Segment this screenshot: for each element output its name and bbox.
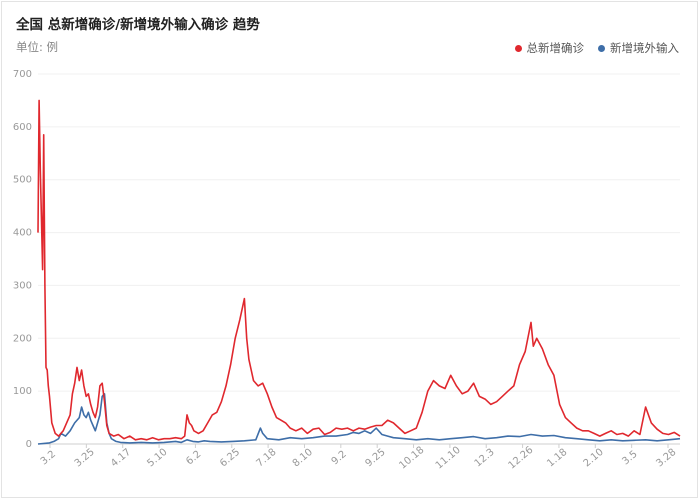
y-tick-label: 0 — [26, 439, 32, 450]
legend-dot-total — [514, 44, 522, 52]
y-tick-label: 400 — [13, 228, 32, 239]
x-tick-label: 6.2 — [184, 449, 203, 468]
legend: 总新增确诊 新增境外输入 — [514, 40, 679, 56]
x-tick-label: 12.3 — [473, 447, 497, 470]
y-tick-label: 100 — [13, 386, 32, 397]
x-tick-label: 9.2 — [330, 449, 349, 468]
chart-title: 全国 总新增确诊/新增境外输入确诊 趋势 — [16, 17, 260, 33]
y-tick-label: 500 — [13, 175, 32, 186]
x-tick-label: 3.5 — [620, 449, 639, 468]
legend-item-total[interactable]: 总新增确诊 — [514, 40, 585, 56]
x-tick-label: 3.2 — [39, 449, 58, 468]
series-line-imported — [37, 393, 681, 445]
series-line-total — [37, 99, 681, 441]
legend-label-imported: 新增境外输入 — [610, 41, 679, 55]
x-tick-label: 5.10 — [145, 447, 169, 470]
x-tick-label: 2.10 — [582, 447, 606, 470]
x-tick-label: 3.25 — [73, 447, 97, 470]
unit-label: 单位: 例 — [16, 40, 59, 54]
x-tick-label: 12.26 — [506, 445, 535, 472]
x-tick-label: 7.18 — [254, 447, 278, 470]
legend-label-total: 总新增确诊 — [526, 41, 585, 55]
x-tick-label: 4.17 — [109, 447, 133, 470]
y-tick-label: 600 — [13, 122, 32, 133]
x-tick-label: 6.25 — [218, 447, 242, 470]
x-tick-label: 8.10 — [291, 447, 315, 470]
y-tick-label: 200 — [13, 333, 32, 344]
legend-dot-imported — [598, 44, 605, 52]
x-tick-label: 1.18 — [545, 447, 569, 470]
legend-item-imported[interactable]: 新增境外输入 — [598, 40, 679, 56]
x-tick-label: 10.18 — [397, 445, 426, 472]
x-tick-label: 9.25 — [364, 447, 388, 470]
x-tick-label: 3.28 — [654, 447, 678, 470]
y-tick-label: 700 — [13, 69, 32, 80]
y-tick-label: 300 — [13, 280, 32, 291]
x-tick-label: 11.10 — [434, 445, 463, 472]
